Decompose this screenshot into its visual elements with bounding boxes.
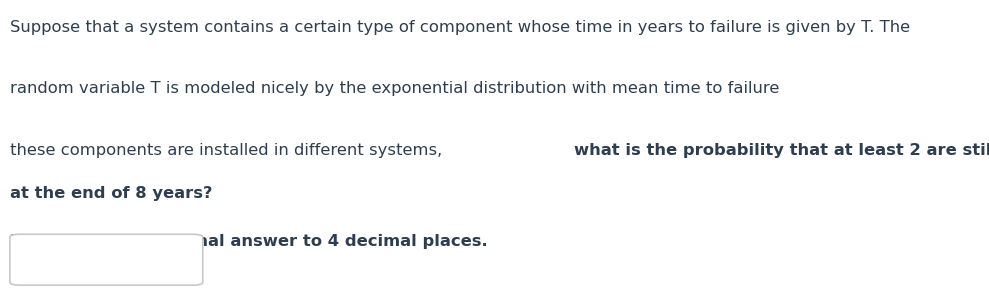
Text: what is the probability that at least 2 are still functioning: what is the probability that at least 2 … [575, 143, 989, 158]
Text: random variable T is modeled nicely by the exponential distribution with mean ti: random variable T is modeled nicely by t… [10, 81, 784, 97]
FancyBboxPatch shape [10, 234, 203, 285]
Text: Please round your final answer to 4 decimal places.: Please round your final answer to 4 deci… [10, 234, 488, 249]
Text: at the end of 8 years?: at the end of 8 years? [10, 186, 213, 201]
Text: Suppose that a system contains a certain type of component whose time in years t: Suppose that a system contains a certain… [10, 20, 910, 36]
Text: these components are installed in different systems,: these components are installed in differ… [10, 143, 447, 158]
